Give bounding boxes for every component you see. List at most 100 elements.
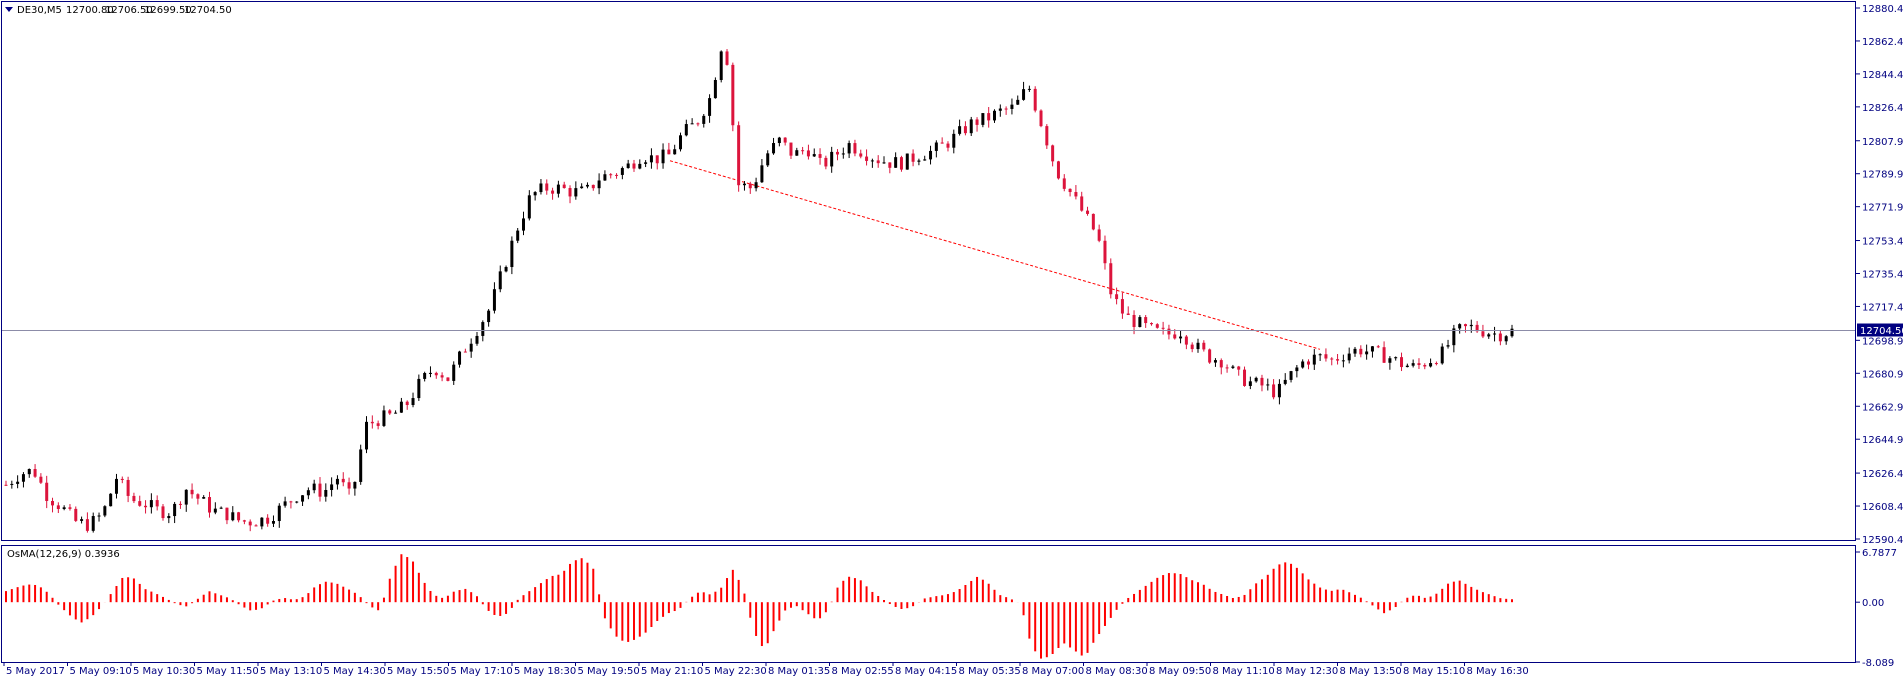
candle-body: [963, 126, 967, 134]
candle-body: [731, 64, 735, 126]
candle-body: [27, 469, 31, 475]
candle-body: [318, 483, 322, 497]
candle-body: [487, 310, 491, 323]
candle-body: [725, 51, 729, 65]
candle-body: [114, 478, 118, 494]
candle-body: [1463, 324, 1467, 327]
candle-body: [248, 521, 252, 526]
candle-body: [1341, 360, 1345, 362]
price-tick-label: 12789.90: [1862, 170, 1904, 181]
candle-body: [510, 240, 514, 268]
candle-body: [1295, 367, 1299, 372]
candle-body: [591, 184, 595, 189]
triangle-down-icon[interactable]: [5, 7, 13, 12]
candle-body: [167, 516, 171, 519]
candle-body: [388, 410, 392, 414]
candle-body: [615, 174, 619, 176]
candle-body: [574, 188, 578, 197]
candle-body: [359, 449, 363, 482]
candle-body: [1260, 377, 1264, 386]
candle-body: [946, 143, 950, 148]
candle-body: [958, 126, 962, 134]
candle-body: [1010, 104, 1014, 109]
candle-body: [97, 515, 101, 517]
candle-body: [1132, 314, 1136, 327]
candle-body: [1353, 348, 1357, 354]
candle-body: [882, 162, 886, 164]
trendline[interactable]: [669, 160, 1321, 350]
candle-body: [1120, 299, 1124, 314]
candle-body: [905, 153, 909, 170]
candle-body: [1289, 371, 1293, 380]
candle-body: [917, 160, 921, 162]
candle-body: [853, 143, 857, 154]
candle-body: [713, 79, 717, 99]
current-price-tag: [1857, 323, 1903, 337]
candle-body: [940, 142, 944, 144]
candle-body: [33, 469, 37, 477]
time-tick-label: 8 May 05:35: [959, 666, 1021, 677]
candle-body: [870, 160, 874, 162]
price-tick-label: 12862.40: [1862, 37, 1904, 48]
candle-body: [1225, 367, 1229, 369]
price-tick-label: 12826.40: [1862, 103, 1904, 114]
candle-body: [237, 512, 241, 521]
time-tick-label: 8 May 15:10: [1403, 666, 1465, 677]
candle-body: [818, 154, 822, 158]
candle-body: [1400, 357, 1404, 368]
osma-panel-frame: [1, 545, 1856, 663]
candle-body: [295, 501, 299, 503]
current-price-tag-text: 12704.50: [1860, 326, 1904, 337]
candle-body: [1248, 381, 1252, 386]
candle-body: [929, 150, 933, 160]
candle-body: [1405, 365, 1409, 368]
candle-body: [213, 508, 217, 513]
candle-body: [876, 160, 880, 164]
candle-body: [144, 505, 148, 508]
candles-layer: [4, 49, 1514, 533]
candle-body: [1347, 353, 1351, 361]
candle-body: [382, 410, 386, 426]
candle-body: [1091, 213, 1095, 230]
candle-body: [1312, 354, 1316, 365]
time-tick-label: 8 May 04:15: [895, 666, 957, 677]
candle-body: [975, 119, 979, 125]
candle-body: [85, 519, 89, 531]
candle-body: [911, 153, 915, 162]
candle-body: [405, 401, 409, 406]
candle-body: [777, 137, 781, 144]
time-tick-label: 5 May 11:50: [197, 666, 259, 677]
ohlc-close: 12704.50: [184, 5, 232, 16]
candle-body: [190, 489, 194, 495]
candle-body: [109, 493, 113, 507]
candle-body: [1126, 313, 1130, 315]
candle-body: [835, 151, 839, 155]
candle-body: [847, 143, 851, 154]
candle-body: [301, 495, 305, 502]
candle-body: [184, 489, 188, 505]
candle-body: [196, 494, 200, 499]
price-tick-label: 12698.90: [1862, 336, 1904, 347]
candle-body: [91, 516, 95, 531]
candle-body: [806, 150, 810, 157]
time-tick-label: 8 May 08:30: [1086, 666, 1148, 677]
candle-body: [1190, 344, 1194, 350]
price-tick-label: 12590.40: [1862, 535, 1904, 546]
candle-body: [981, 113, 985, 125]
candle-body: [202, 497, 206, 499]
candle-body: [347, 482, 351, 489]
candle-body: [888, 162, 892, 168]
candle-body: [539, 183, 543, 193]
osma-label: OsMA(12,26,9) 0.3936: [7, 549, 120, 560]
candle-body: [1475, 324, 1479, 332]
candle-body: [394, 412, 398, 414]
candle-body: [1237, 366, 1241, 370]
candle-body: [289, 501, 293, 503]
time-tick-label: 5 May 2017: [6, 666, 65, 677]
price-tick-label: 12771.90: [1862, 203, 1904, 214]
candle-body: [225, 507, 229, 521]
candle-body: [766, 153, 770, 166]
osma-tick-label: 0.00: [1862, 598, 1884, 609]
